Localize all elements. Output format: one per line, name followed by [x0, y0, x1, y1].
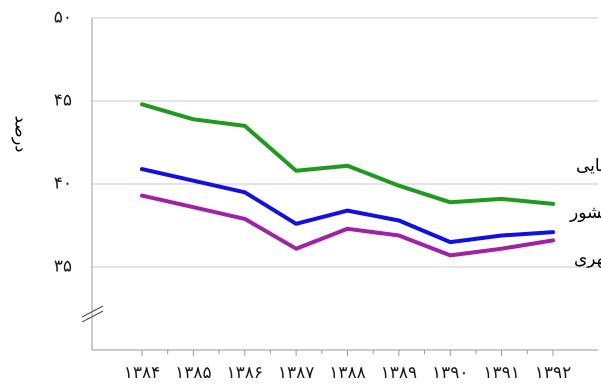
data-point-1: [449, 241, 451, 243]
x-tick-label: ۱۳۸۵: [175, 363, 212, 383]
data-point-1: [244, 191, 246, 193]
y-tick-label: ۳۵: [54, 257, 72, 277]
data-point-1: [141, 168, 143, 170]
data-point-2: [347, 228, 348, 230]
y-tick-label: ۴۵: [54, 91, 72, 111]
data-point-0: [347, 165, 348, 167]
axes: درصد: [11, 18, 598, 356]
data-point-0: [244, 125, 246, 127]
series-line-1: [140, 167, 555, 245]
x-tick-label: ۱۳۸۸: [329, 363, 366, 383]
series-label-1: کل کشور: [569, 203, 601, 223]
x-tick-label: ۱۳۸۴: [124, 363, 161, 383]
data-point-1: [501, 234, 503, 236]
data-point-2: [552, 239, 554, 241]
series-label-0: نقاط روستایی: [576, 156, 601, 176]
y-axis-title: درصد: [11, 116, 31, 153]
series-line-2: [140, 193, 555, 258]
data-point-0: [295, 170, 297, 172]
data-point-2: [398, 234, 400, 236]
data-point-1: [398, 220, 400, 222]
grid: [92, 17, 598, 268]
x-tick-label: ۱۳۹۲: [535, 363, 572, 383]
data-point-1: [347, 210, 348, 212]
series-line-0: [140, 102, 555, 206]
data-point-0: [501, 198, 503, 200]
x-tick-label: ۱۳۸۶: [226, 363, 263, 383]
data-point-1: [295, 223, 297, 225]
y-tick-label: ۵۰: [54, 8, 72, 28]
data-point-2: [501, 248, 503, 250]
x-tick-labels: ۱۳۸۴ ۱۳۸۵ ۱۳۸۶ ۱۳۸۷ ۱۳۸۸ ۱۳۸۹ ۱۳۹۰ ۱۳۹۱ ۱۳۹۲: [124, 363, 572, 383]
data-point-2: [244, 218, 246, 220]
data-point-0: [449, 201, 451, 203]
data-point-2: [141, 195, 143, 197]
series-lines: [140, 102, 555, 258]
series-label-2: نقاط شهری: [574, 249, 601, 269]
x-tick-label: ۱۳۸۹: [381, 363, 418, 383]
data-point-0: [141, 103, 143, 105]
axis-break-marker: [81, 305, 104, 323]
data-point-1: [552, 231, 554, 233]
x-tick-label: ۱۳۹۰: [432, 363, 469, 383]
x-tick-label: ۱۳۸۷: [278, 363, 315, 383]
data-point-2: [449, 254, 451, 256]
data-point-2: [295, 248, 297, 250]
data-point-2: [192, 206, 194, 208]
y-tick-label: ۴۰: [54, 174, 72, 194]
data-point-0: [552, 203, 554, 205]
series-labels: نقاط روستایی کل کشور نقاط شهری: [569, 156, 601, 269]
data-point-0: [398, 185, 400, 187]
x-tick-label: ۱۳۹۱: [483, 363, 520, 383]
data-point-0: [192, 118, 194, 120]
y-tick-labels: ۳۵ ۴۰ ۴۵ ۵۰: [54, 8, 72, 277]
data-point-1: [192, 180, 194, 182]
